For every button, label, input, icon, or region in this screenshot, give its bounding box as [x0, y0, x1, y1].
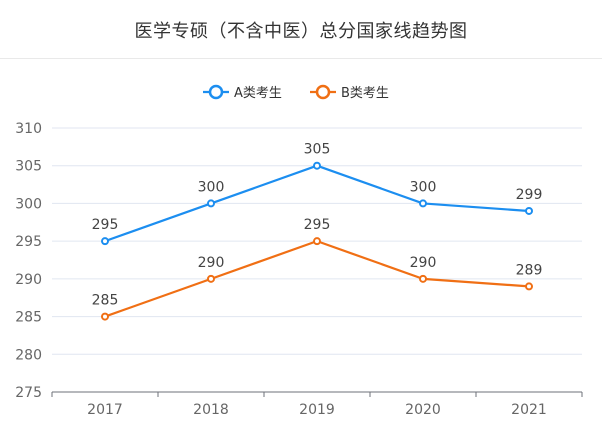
x-tick-label: 2019: [299, 402, 335, 418]
data-point[interactable]: [101, 237, 109, 246]
data-label: 300: [410, 179, 437, 195]
data-point[interactable]: [313, 237, 321, 246]
legend-marker: [315, 84, 331, 100]
data-point[interactable]: [207, 199, 215, 208]
x-tick-label: 2017: [87, 402, 123, 418]
legend-label: A类考生: [234, 86, 282, 101]
data-label: 299: [516, 187, 543, 203]
chart-title: 医学专硕（不含中医）总分国家线趋势图: [134, 21, 468, 42]
data-label: 290: [410, 255, 437, 271]
series-lines: [101, 161, 533, 321]
data-point[interactable]: [101, 312, 109, 321]
data-point[interactable]: [525, 282, 533, 291]
axes: 275 280 285 290 295 300 305 310 2017 2018 2019 2020…: [15, 121, 583, 418]
y-tick-label: 295: [15, 234, 42, 250]
x-tick-label: 2020: [405, 402, 441, 418]
data-label: 290: [198, 255, 225, 271]
data-label: 285: [92, 293, 119, 309]
y-tick-label: 300: [15, 196, 42, 212]
data-label: 305: [304, 142, 331, 158]
data-point[interactable]: [525, 206, 533, 215]
y-tick-label: 290: [15, 272, 42, 288]
data-point[interactable]: [207, 274, 215, 283]
data-labels: 295 300 305 300 299 285 290 295 290 289: [92, 142, 543, 309]
title-bar: 医学专硕（不含中医）总分国家线趋势图: [0, 0, 602, 59]
legend-item-1[interactable]: A类考生: [203, 84, 282, 101]
y-tick-label: 275: [15, 385, 42, 401]
data-label: 295: [92, 217, 119, 233]
data-label: 295: [304, 217, 331, 233]
y-tick-label: 310: [15, 121, 42, 137]
y-tick-label: 280: [15, 347, 42, 363]
legend[interactable]: A类考生 B类考生: [203, 84, 389, 101]
x-tick-label: 2021: [511, 402, 547, 418]
y-tick-label: 305: [15, 159, 42, 175]
data-label: 289: [516, 262, 543, 278]
y-tick-label: 285: [15, 310, 42, 326]
data-point[interactable]: [419, 199, 427, 208]
legend-item-2[interactable]: B类考生: [310, 84, 389, 101]
legend-label: B类考生: [341, 86, 389, 101]
data-point[interactable]: [419, 274, 427, 283]
data-label: 300: [198, 179, 225, 195]
x-tick-label: 2018: [193, 402, 229, 418]
legend-marker: [208, 84, 224, 100]
data-point[interactable]: [313, 161, 321, 170]
